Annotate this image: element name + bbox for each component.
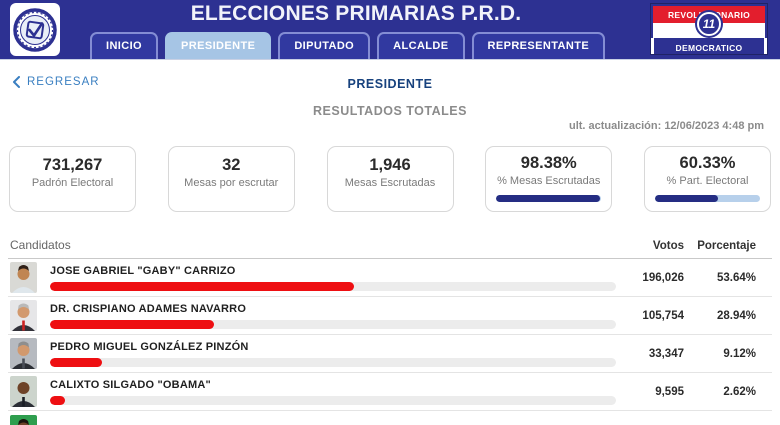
stat-value: 1,946	[369, 156, 411, 174]
candidate-percent: 53.64%	[716, 271, 756, 284]
progress-bar-fill	[496, 195, 600, 202]
candidate-row-gonzalez: PEDRO MIGUEL GONZÁLEZ PINZÓN 33,347 9.12…	[8, 335, 772, 373]
candidate-main: CALIXTO SILGADO "OBAMA"	[50, 378, 616, 405]
candidate-photo	[10, 414, 37, 425]
section-title: PRESIDENTE	[347, 77, 433, 91]
candidate-votes: 196,026	[642, 271, 684, 284]
candidate-row-partial	[8, 411, 772, 425]
tribunal-seal-icon	[13, 7, 57, 52]
candidate-row-adames: DR. CRISPIANO ADAMES NAVARRO 105,754 28.…	[8, 297, 772, 335]
candidate-main: PEDRO MIGUEL GONZÁLEZ PINZÓN	[50, 340, 616, 367]
stat-card-mesas-por-escrutar: 32 Mesas por escrutar	[167, 146, 295, 212]
page-title: ELECCIONES PRIMARIAS P.R.D.	[190, 2, 522, 25]
vote-bar-track	[50, 320, 616, 329]
stat-card-mesas-escrutadas: 1,946 Mesas Escrutadas	[326, 146, 454, 212]
candidate-photo	[10, 376, 37, 407]
candidate-name: PEDRO MIGUEL GONZÁLEZ PINZÓN	[50, 341, 249, 353]
tribunal-electoral-logo	[10, 3, 60, 56]
candidate-name: CALIXTO SILGADO "OBAMA"	[50, 379, 211, 391]
results-subtitle: RESULTADOS TOTALES	[313, 104, 467, 118]
party-number-badge: 11	[697, 12, 721, 36]
stat-card-padron: 731,267 Padrón Electoral	[9, 146, 136, 212]
tab-presidente[interactable]: PRESIDENTE	[165, 32, 272, 59]
candidate-main: DR. CRISPIANO ADAMES NAVARRO	[50, 302, 616, 329]
stat-card-pct-participacion: 60.33% % Part. Electoral	[644, 146, 771, 212]
progress-bar-fill	[655, 195, 719, 202]
candidate-photo	[10, 300, 37, 331]
stat-label: % Part. Electoral	[666, 175, 749, 187]
stat-label: Mesas por escrutar	[184, 177, 279, 189]
candidate-row-silgado: CALIXTO SILGADO "OBAMA" 9,595 2.62%	[8, 373, 772, 411]
candidate-photo	[10, 262, 37, 293]
vote-bar-track	[50, 396, 616, 405]
candidate-percent: 9.12%	[723, 347, 756, 360]
tab-diputado[interactable]: DIPUTADO	[278, 32, 371, 59]
stat-value: 731,267	[42, 156, 103, 174]
candidates-table-header: Candidatos Votos Porcentaje	[8, 238, 772, 259]
candidate-percent: 28.94%	[716, 309, 756, 322]
percent-column-header: Porcentaje	[697, 240, 756, 252]
candidates-column-header: Candidatos	[10, 238, 71, 252]
stat-value: 60.33%	[679, 154, 736, 172]
progress-bar	[655, 195, 760, 202]
candidate-row-carrizo: JOSE GABRIEL "GABY" CARRIZO 196,026 53.6…	[8, 259, 772, 297]
candidates-list: JOSE GABRIEL "GABY" CARRIZO 196,026 53.6…	[8, 259, 772, 425]
candidates-section: Candidatos Votos Porcentaje JOSE GABRIEL…	[0, 238, 780, 425]
chevron-left-icon	[13, 76, 20, 88]
stat-value: 98.38%	[520, 154, 577, 172]
subheader: REGRESAR PRESIDENTE RESULTADOS TOTALES u…	[0, 60, 780, 145]
last-update-timestamp: ult. actualización: 12/06/2023 4:48 pm	[568, 120, 764, 132]
vote-bar-fill	[50, 396, 65, 405]
stat-value: 32	[222, 156, 241, 174]
tab-representante[interactable]: REPRESENTANTE	[471, 32, 606, 59]
vote-bar-fill	[50, 282, 354, 291]
tab-inicio[interactable]: INICIO	[90, 32, 159, 59]
vote-bar-fill	[50, 320, 214, 329]
prd-party-logo: REVOLUCIONARIO DEMOCRATICO 11	[650, 3, 768, 55]
candidate-votes: 105,754	[642, 309, 684, 322]
candidate-percent: 2.62%	[723, 385, 756, 398]
stat-label: Mesas Escrutadas	[344, 177, 436, 189]
candidate-photo	[10, 338, 37, 369]
stat-label: % Mesas Escrutadas	[497, 175, 601, 187]
candidate-main: JOSE GABRIEL "GABY" CARRIZO	[50, 264, 616, 291]
candidate-votes: 33,347	[648, 347, 684, 360]
candidate-name: JOSE GABRIEL "GABY" CARRIZO	[50, 265, 236, 277]
candidate-name: DR. CRISPIANO ADAMES NAVARRO	[50, 303, 247, 315]
back-button[interactable]: REGRESAR	[12, 76, 100, 88]
progress-bar	[496, 195, 602, 202]
app-header: ELECCIONES PRIMARIAS P.R.D. INICIO PRESI…	[0, 0, 780, 60]
stat-label: Padrón Electoral	[31, 177, 114, 189]
party-logo-bottom-band: DEMOCRATICO	[654, 38, 764, 54]
vote-bar-track	[50, 358, 616, 367]
tab-alcalde[interactable]: ALCALDE	[377, 32, 465, 59]
vote-bar-track	[50, 282, 616, 291]
vote-bar-fill	[50, 358, 102, 367]
nav-tabs: INICIO PRESIDENTE DIPUTADO ALCALDE REPRE…	[90, 32, 606, 59]
stat-card-pct-mesas-escrutadas: 98.38% % Mesas Escrutadas	[485, 146, 613, 212]
party-logo-bottom-label: DEMOCRATICO	[675, 43, 743, 53]
summary-stats: 731,267 Padrón Electoral 32 Mesas por es…	[0, 146, 780, 212]
votes-column-header: Votos	[652, 240, 684, 252]
candidate-votes: 9,595	[655, 385, 684, 398]
